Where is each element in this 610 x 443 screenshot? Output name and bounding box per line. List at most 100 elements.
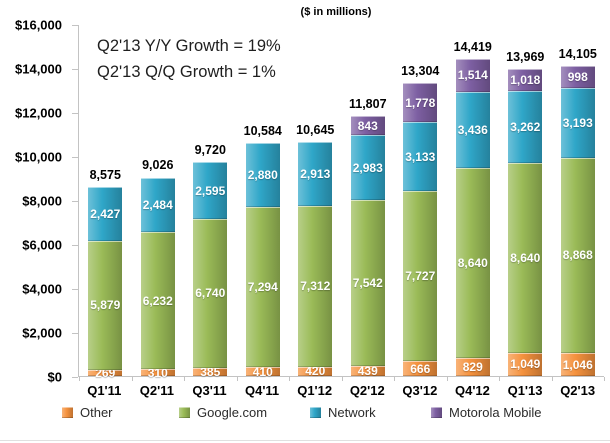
segment-value-label: 829 [462,359,483,374]
y-tick-label: $10,000 [15,149,62,165]
bar-segment-google-com: 7,542 [350,200,385,367]
segment-value-label: 410 [252,364,273,379]
bar-segment-network: 2,427 [88,187,123,241]
bar-segment-google-com: 5,879 [88,240,123,371]
bar-segment-network: 2,983 [350,134,385,201]
x-tick-mark [499,377,500,381]
bar-segment-other: 829 [455,357,490,376]
bar-total-label: 14,105 [558,46,597,61]
bar-segment-network: 2,595 [193,162,228,220]
segment-value-label: 998 [567,69,588,84]
y-tick-mark [72,69,78,70]
growth-annotation: Q2'13 Y/Y Growth = 19% Q2'13 Q/Q Growth … [97,33,281,85]
x-axis-label-q2-12: Q2'12 [349,383,385,398]
x-axis-label-q2-13: Q2'13 [560,383,596,398]
bar-segment-google-com: 6,740 [193,219,228,368]
x-axis-label-q4-12: Q4'12 [455,383,490,398]
x-tick-mark [394,377,395,381]
bar-q2-13: 14,105 1,046 8,868 3,193 998 [552,25,605,376]
y-tick-label: $6,000 [22,237,62,253]
segment-value-label: 5,879 [90,298,121,313]
y-tick-mark [72,245,78,246]
bar-segment-motorola-mobile: 843 [350,116,385,135]
y-tick-mark [72,201,78,202]
bar-q2-11: 9,026 310 6,232 2,484 [132,25,185,380]
x-axis-label-q4-11: Q4'11 [244,383,280,398]
segment-value-label: 1,778 [405,95,436,110]
x-tick-mark [289,377,290,381]
segment-value-label: 2,913 [300,166,331,181]
segment-value-label: 7,312 [300,279,331,294]
plot-area: 8,575 269 5,879 2,427 9,026 310 6,232 2,484 9,72… [72,25,605,381]
bar-total-label: 10,584 [243,124,282,139]
y-tick-mark [72,289,78,290]
segment-value-label: 3,133 [405,149,436,164]
bar-segment-google-com: 8,640 [455,167,490,358]
bar-total-label: 8,575 [89,168,121,183]
bar-segment-other: 439 [350,364,385,379]
legend-item-other: Other [62,405,179,420]
x-axis-labels: Q1'11 Q2'11 Q3'11 Q4'11 Q1'12 Q2'12 Q3'12 Q4'12… [78,383,604,398]
bar-q1-12: 10,645 420 7,312 2,913 [289,25,342,379]
bar-q4-11: 10,584 410 7,294 2,880 [237,25,290,379]
y-tick-mark [72,377,78,378]
y-tick-mark [72,333,78,334]
bar-segment-google-com: 7,727 [403,191,438,362]
legend-swatch-other-icon [62,407,73,418]
bar-total-label: 11,807 [348,97,387,112]
bar-segment-other: 1,049 [508,352,543,376]
y-tick-mark [72,113,78,114]
segment-value-label: 1,018 [510,72,541,87]
segment-value-label: 1,046 [562,357,593,372]
y-tick-mark [72,157,78,158]
x-tick-mark [236,377,238,381]
bar-stack: 439 7,542 2,983 843 [350,116,385,379]
x-axis-label-q3-11: Q3'11 [192,383,227,398]
bar-stack: 1,046 8,868 3,193 998 [560,65,595,376]
segment-value-label: 420 [305,364,326,379]
segment-value-label: 2,484 [142,197,173,212]
segment-value-label: 666 [410,361,431,376]
y-tick-label: $4,000 [22,281,62,297]
bar-segment-google-com: 8,640 [508,162,543,353]
bar-total-label: 9,026 [142,158,174,173]
legend-swatch-network-icon [310,407,321,418]
bar-total-label: 14,419 [453,39,492,54]
bar-stack: 385 6,740 2,595 [193,162,228,379]
y-tick-label: $14,000 [15,61,62,77]
bar-segment-network: 2,913 [298,141,333,206]
bar-segment-google-com: 6,232 [140,232,175,370]
segment-value-label: 3,262 [510,119,541,134]
segment-value-label: 439 [357,364,378,379]
bar-segment-network: 3,262 [508,91,543,163]
bar-q2-12: 11,807 439 7,542 2,983 843 [342,25,395,379]
y-tick-label: $2,000 [22,325,62,341]
segment-value-label: 8,640 [457,255,488,270]
segment-value-label: 8,868 [562,248,593,263]
bar-stack: 666 7,727 3,133 1,778 [403,83,438,376]
legend-label: Other [80,405,113,420]
x-tick-mark [446,377,448,381]
legend-item-network: Network [310,405,431,420]
bar-q1-13: 13,969 1,049 8,640 3,262 1,018 [499,25,552,376]
segment-value-label: 1,049 [510,357,541,372]
legend-label: Motorola Mobile [449,405,542,420]
segment-value-label: 3,436 [457,122,488,137]
chart-title: ($ in millions) [300,6,372,18]
bar-segment-other: 310 [140,366,175,380]
y-tick-label: $0 [47,369,62,385]
bar-q3-12: 13,304 666 7,727 3,133 1,778 [394,25,447,376]
bar-segment-network: 2,880 [245,143,280,207]
bar-q4-12: 14,419 829 8,640 3,436 1,514 [447,25,500,376]
segment-value-label: 2,427 [90,207,121,222]
chart-bottom-border [0,440,610,441]
segment-value-label: 2,595 [195,183,226,198]
bar-segment-other: 269 [88,366,123,380]
segment-value-label: 1,514 [457,68,488,83]
bar-segment-other: 385 [193,365,228,379]
segment-value-label: 6,232 [142,293,173,308]
y-axis: $0 $2,000 $4,000 $6,000 $8,000 $10,000 $12,000… [0,18,70,385]
legend-item-motorola-mobile: Motorola Mobile [431,405,542,420]
bar-segment-other: 1,046 [560,353,595,376]
